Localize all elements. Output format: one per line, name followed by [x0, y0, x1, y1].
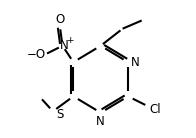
Text: S: S	[57, 108, 64, 121]
Text: +: +	[66, 36, 74, 45]
Text: −O: −O	[26, 48, 45, 61]
Text: N: N	[96, 115, 105, 128]
Text: N: N	[59, 39, 68, 52]
Text: N: N	[131, 56, 140, 69]
Text: Cl: Cl	[149, 104, 161, 116]
Text: O: O	[55, 13, 65, 26]
